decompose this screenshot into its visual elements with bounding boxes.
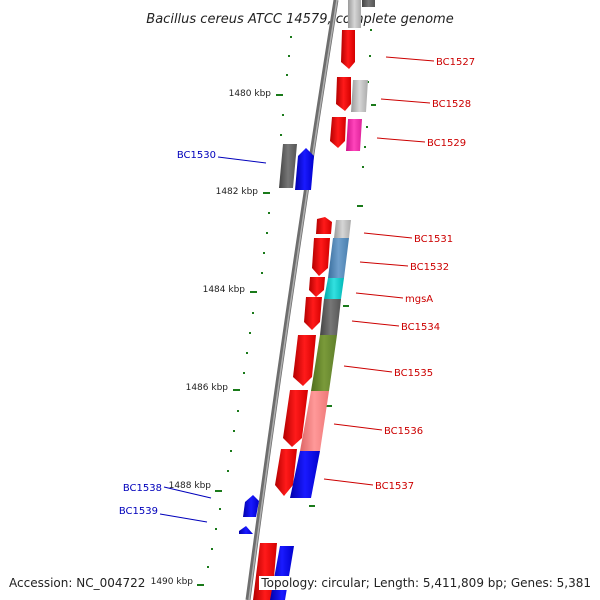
gene-feature-blocks xyxy=(270,0,375,600)
gene-arrow-mgsA-cds xyxy=(309,277,325,297)
topology-text: Topology: circular; Length: 5,411,809 bp… xyxy=(259,576,593,590)
gene-label-bc1537[interactable]: BC1537 xyxy=(375,481,414,492)
accession-text: Accession: NC_004722 xyxy=(7,576,148,590)
gene-arrow-bc1527-cds xyxy=(341,30,355,69)
kbp-label: 1484 kbp xyxy=(203,285,246,295)
gene-block-bc1529 xyxy=(346,119,362,151)
genome-backbone xyxy=(245,0,339,600)
gene-label-bc1536[interactable]: BC1536 xyxy=(384,426,423,437)
gene-label-bc1529[interactable]: BC1529 xyxy=(427,138,466,149)
gene-arrow-bc1531-cds xyxy=(316,217,332,234)
kbp-label: 1490 kbp xyxy=(151,577,194,587)
gene-arrow-bc1536-cds xyxy=(283,390,308,447)
gene-block-bc1528 xyxy=(351,80,368,112)
gene-label-bc1538[interactable]: BC1538 xyxy=(123,483,162,494)
gene-label-bc1535[interactable]: BC1535 xyxy=(394,368,433,379)
forward-gene-arrows xyxy=(253,30,355,600)
gene-label-bc1532[interactable]: BC1532 xyxy=(410,262,449,273)
gene-block-bc1536 xyxy=(300,391,329,451)
gene-block-mgsA xyxy=(324,278,344,299)
gene-arrow-bc1538-cds xyxy=(243,495,259,517)
gene-block-bc1531 xyxy=(334,220,351,238)
gene-arrow-bc1535-cds xyxy=(293,335,316,386)
gene-leader-lines xyxy=(159,56,435,523)
gene-block-bc1535 xyxy=(311,335,337,391)
gene-arrow-bc1530-cds xyxy=(295,148,314,190)
kbp-label: 1486 kbp xyxy=(186,383,229,393)
kbp-label: 1480 kbp xyxy=(229,89,272,99)
gene-block-bc1534 xyxy=(320,299,341,335)
gene-label-mgsA[interactable]: mgsA xyxy=(405,294,433,305)
kbp-label: 1488 kbp xyxy=(169,481,212,491)
reverse-gene-arrows xyxy=(239,144,314,534)
gene-block-bc1537 xyxy=(290,451,320,498)
gene-block-bc1532 xyxy=(328,238,349,278)
gene-arrow-bc1534-cds xyxy=(304,297,322,330)
gene-label-bc1528[interactable]: BC1528 xyxy=(432,99,471,110)
gene-arrow-bc1539-cds xyxy=(239,526,253,534)
gene-block-bc1530-gray xyxy=(279,144,297,188)
gene-label-bc1531[interactable]: BC1531 xyxy=(414,234,453,245)
gene-arrow-bc1532-cds xyxy=(312,238,330,276)
genome-title: Bacillus cereus ATCC 14579, complete gen… xyxy=(146,12,453,27)
gene-arrow-bc1528-cds xyxy=(336,77,351,111)
gene-label-bc1530[interactable]: BC1530 xyxy=(177,150,216,161)
gene-arrow-bc1529-cds xyxy=(330,117,346,148)
gene-label-bc1534[interactable]: BC1534 xyxy=(401,322,440,333)
gene-label-bc1527[interactable]: BC1527 xyxy=(436,57,475,68)
genome-backbone-highlight xyxy=(248,0,338,600)
inner-tick-track xyxy=(197,36,292,586)
gene-arrow-bc1537-cds xyxy=(275,449,297,496)
kbp-label: 1482 kbp xyxy=(216,187,259,197)
gene-label-bc1539[interactable]: BC1539 xyxy=(119,506,158,517)
